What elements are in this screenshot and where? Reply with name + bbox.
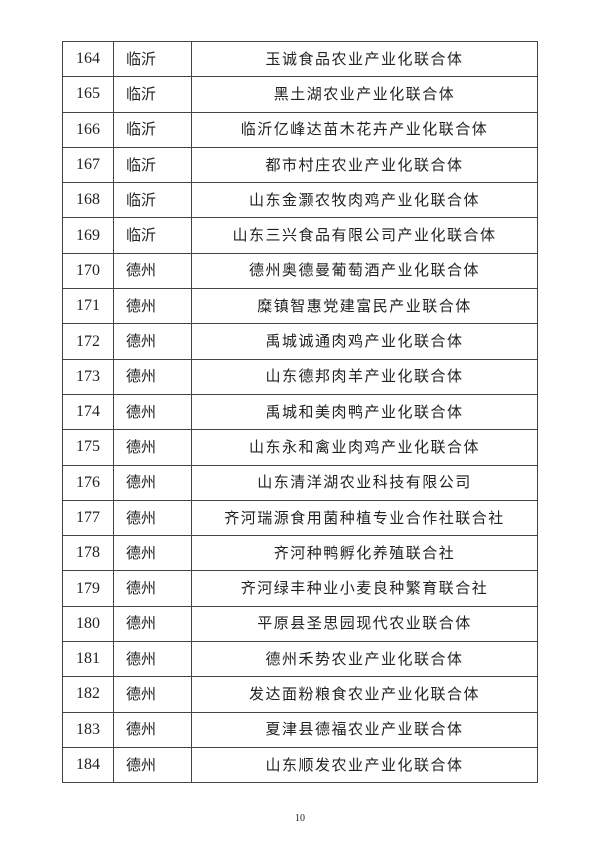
row-number: 173 [62,358,114,395]
row-number: 171 [62,288,114,325]
table-row: 171 德州 糜镇智惠党建富民产业联合体 [62,288,538,325]
row-number: 181 [62,641,114,678]
table-row: 170 德州 德州奥德曼葡萄酒产业化联合体 [62,252,538,290]
row-number: 184 [62,746,114,784]
table-row: 164 临沂 玉诚食品农业产业化联合体 [62,40,538,78]
row-city: 德州 [113,499,192,537]
row-name: 山东三兴食品有限公司产业化联合体 [191,217,538,254]
row-city: 德州 [113,393,192,431]
row-name: 德州奥德曼葡萄酒产业化联合体 [191,252,538,290]
row-name: 夏津县德福农业产业联合体 [191,711,538,748]
row-city: 临沂 [113,217,192,254]
row-name: 玉诚食品农业产业化联合体 [191,40,538,78]
row-name: 山东清洋湖农业科技有限公司 [191,464,538,501]
row-name: 发达面粉粮食农业产业化联合体 [191,676,538,713]
row-city: 德州 [113,711,192,748]
table-row: 172 德州 禹城诚通肉鸡产业化联合体 [62,323,538,360]
table-row: 178 德州 齐河种鸭孵化养殖联合社 [62,535,538,572]
row-name: 山东金灏农牧肉鸡产业化联合体 [191,182,538,219]
table-row: 167 临沂 都市村庄农业产业化联合体 [62,146,538,184]
page-number: 10 [295,813,305,824]
table-row: 181 德州 德州禾势农业产业化联合体 [62,641,538,678]
row-name: 糜镇智惠党建富民产业联合体 [191,288,538,325]
table-row: 169 临沂 山东三兴食品有限公司产业化联合体 [62,217,538,254]
table-row: 177 德州 齐河瑞源食用菌种植专业合作社联合社 [62,499,538,537]
table-body: 164 临沂 玉诚食品农业产业化联合体 165 临沂 黑土湖农业产业化联合体 166 临沂 临沂… [62,40,538,784]
table-row: 179 德州 齐河绿丰种业小麦良种繁育联合社 [62,570,538,607]
row-number: 176 [62,464,114,501]
row-name: 齐河绿丰种业小麦良种繁育联合社 [191,570,538,607]
row-number: 180 [62,605,114,643]
row-number: 183 [62,711,114,748]
row-number: 175 [62,429,114,466]
row-name: 禹城诚通肉鸡产业化联合体 [191,323,538,360]
table-row: 168 临沂 山东金灏农牧肉鸡产业化联合体 [62,182,538,219]
row-name: 山东顺发农业产业化联合体 [191,746,538,784]
row-city: 德州 [113,535,192,572]
row-city: 德州 [113,605,192,643]
row-city: 德州 [113,676,192,713]
row-name: 山东德邦肉羊产业化联合体 [191,358,538,395]
table-row: 173 德州 山东德邦肉羊产业化联合体 [62,358,538,395]
row-number: 167 [62,146,114,184]
table-row: 184 德州 山东顺发农业产业化联合体 [62,746,538,784]
row-name: 山东永和禽业肉鸡产业化联合体 [191,429,538,466]
row-city: 德州 [113,570,192,607]
row-name: 黑土湖农业产业化联合体 [191,76,538,113]
row-city: 临沂 [113,146,192,184]
row-number: 165 [62,76,114,113]
row-city: 德州 [113,252,192,290]
row-city: 德州 [113,323,192,360]
row-city: 德州 [113,641,192,678]
row-city: 临沂 [113,111,192,148]
table-row: 175 德州 山东永和禽业肉鸡产业化联合体 [62,429,538,466]
row-city: 临沂 [113,182,192,219]
row-number: 174 [62,393,114,431]
row-number: 177 [62,499,114,537]
row-name: 临沂亿峰达苗木花卉产业化联合体 [191,111,538,148]
organization-table: 164 临沂 玉诚食品农业产业化联合体 165 临沂 黑土湖农业产业化联合体 166 临沂 临沂… [62,40,538,784]
table-row: 165 临沂 黑土湖农业产业化联合体 [62,76,538,113]
row-number: 172 [62,323,114,360]
row-city: 德州 [113,746,192,784]
row-number: 179 [62,570,114,607]
row-name: 齐河种鸭孵化养殖联合社 [191,535,538,572]
row-name: 齐河瑞源食用菌种植专业合作社联合社 [191,499,538,537]
table-row: 166 临沂 临沂亿峰达苗木花卉产业化联合体 [62,111,538,148]
row-city: 德州 [113,464,192,501]
row-city: 德州 [113,358,192,395]
table-row: 182 德州 发达面粉粮食农业产业化联合体 [62,676,538,713]
row-city: 临沂 [113,40,192,78]
row-name: 德州禾势农业产业化联合体 [191,641,538,678]
table-row: 176 德州 山东清洋湖农业科技有限公司 [62,464,538,501]
row-city: 德州 [113,429,192,466]
table-row: 183 德州 夏津县德福农业产业联合体 [62,711,538,748]
row-number: 182 [62,676,114,713]
row-number: 178 [62,535,114,572]
row-city: 德州 [113,288,192,325]
table-row: 180 德州 平原县圣思园现代农业联合体 [62,605,538,643]
row-number: 168 [62,182,114,219]
table-row: 174 德州 禹城和美肉鸭产业化联合体 [62,393,538,431]
row-number: 164 [62,40,114,78]
row-city: 临沂 [113,76,192,113]
row-name: 禹城和美肉鸭产业化联合体 [191,393,538,431]
row-name: 平原县圣思园现代农业联合体 [191,605,538,643]
row-number: 170 [62,252,114,290]
row-number: 169 [62,217,114,254]
row-number: 166 [62,111,114,148]
row-name: 都市村庄农业产业化联合体 [191,146,538,184]
